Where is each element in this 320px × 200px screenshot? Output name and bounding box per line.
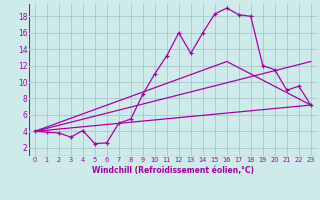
X-axis label: Windchill (Refroidissement éolien,°C): Windchill (Refroidissement éolien,°C)	[92, 166, 254, 175]
